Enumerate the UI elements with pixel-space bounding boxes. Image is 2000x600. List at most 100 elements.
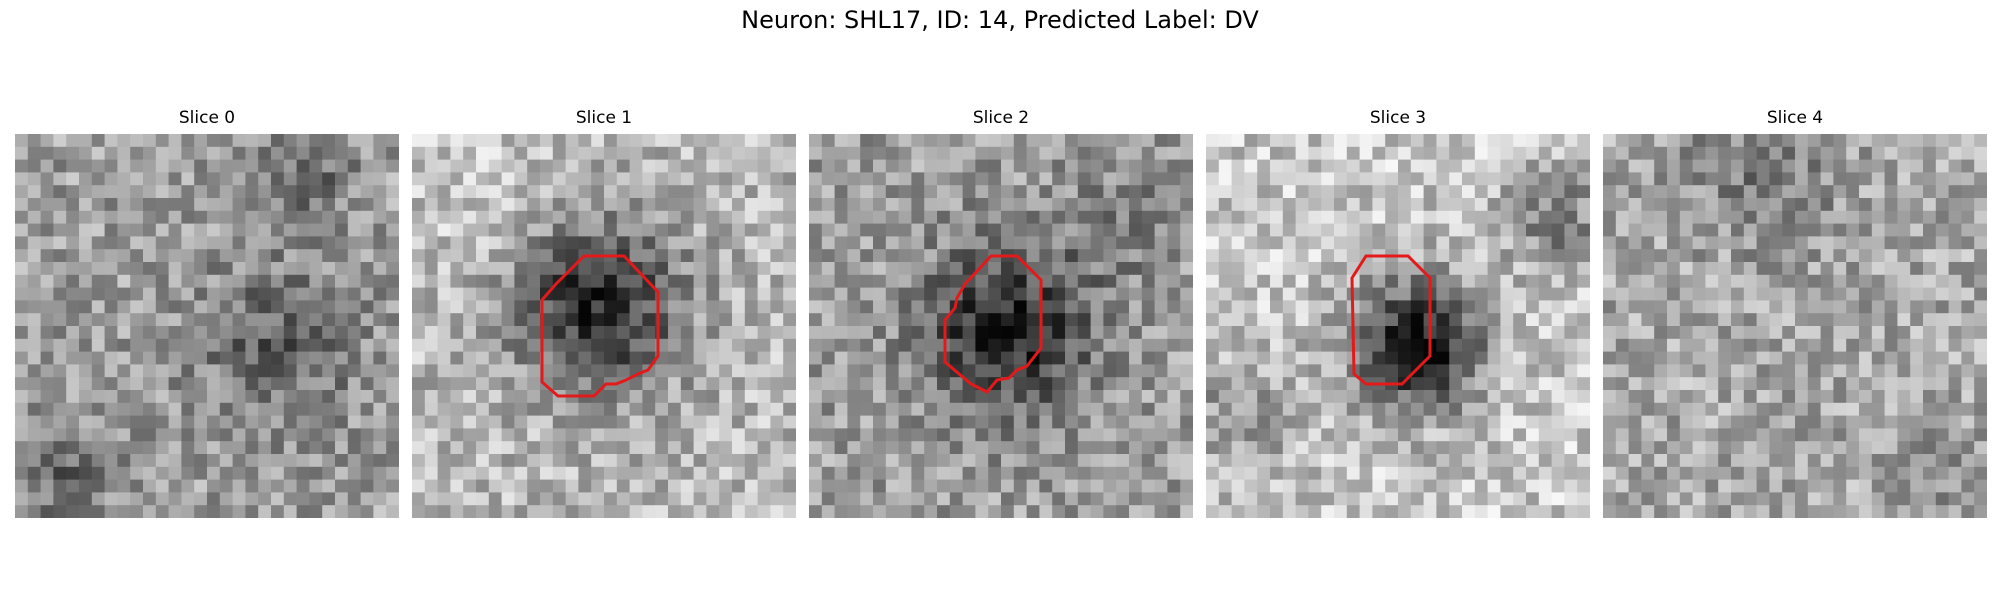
pixel [488, 274, 502, 288]
pixel [770, 454, 784, 468]
pixel [104, 287, 118, 301]
pixel [616, 287, 630, 301]
pixel [1039, 236, 1053, 250]
pixel [1692, 428, 1706, 442]
pixel [1577, 223, 1590, 237]
pixel [1308, 454, 1322, 468]
pixel [258, 198, 272, 212]
pixel [1180, 287, 1193, 301]
pixel [1935, 454, 1949, 468]
pixel [757, 287, 771, 301]
pixel [1026, 466, 1040, 480]
pixel [898, 415, 912, 429]
pixel [104, 428, 118, 442]
pixel [1436, 479, 1450, 493]
pixel [757, 428, 771, 442]
pixel [783, 479, 796, 493]
pixel [283, 466, 297, 480]
pixel [834, 198, 848, 212]
pixel [757, 492, 771, 506]
pixel [309, 262, 323, 276]
pixel [1167, 249, 1181, 263]
pixel [1270, 454, 1284, 468]
pixel [1129, 236, 1143, 250]
pixel [1628, 364, 1642, 378]
pixel [1641, 402, 1655, 416]
pixel [885, 390, 899, 404]
pixel [219, 210, 233, 224]
pixel [1308, 223, 1322, 237]
pixel [1948, 364, 1962, 378]
pixel [1013, 492, 1027, 506]
pixel [1244, 236, 1258, 250]
pixel [898, 313, 912, 327]
pixel [219, 338, 233, 352]
pixel [207, 351, 221, 365]
pixel [1090, 454, 1104, 468]
pixel [1692, 185, 1706, 199]
pixel [1769, 377, 1783, 391]
pixel [885, 198, 899, 212]
pixel [91, 390, 105, 404]
pixel [1129, 326, 1143, 340]
pixel [924, 415, 938, 429]
pixel [834, 492, 848, 506]
pixel [1359, 210, 1373, 224]
pixel [540, 146, 554, 160]
pixel [680, 428, 694, 442]
pixel [860, 134, 874, 148]
pixel [53, 364, 67, 378]
pixel [1846, 210, 1860, 224]
pixel [1026, 249, 1040, 263]
pixel [1654, 377, 1668, 391]
pixel [514, 300, 528, 314]
pixel [949, 236, 963, 250]
pixel [412, 313, 426, 327]
pixel [91, 198, 105, 212]
pixel [463, 249, 477, 263]
pixel [1244, 300, 1258, 314]
pixel [207, 479, 221, 493]
pixel [1833, 198, 1847, 212]
pixel [1039, 479, 1053, 493]
pixel [732, 249, 746, 263]
pixel [207, 390, 221, 404]
pixel [873, 364, 887, 378]
pixel [552, 466, 566, 480]
pixel [1065, 236, 1079, 250]
pixel [1743, 415, 1757, 429]
slice-title: Slice 3 [1369, 108, 1427, 128]
pixel [1090, 402, 1104, 416]
pixel [386, 300, 399, 314]
pixel [975, 466, 989, 480]
pixel [476, 338, 490, 352]
pixel [53, 326, 67, 340]
pixel [194, 466, 208, 480]
pixel [1654, 300, 1668, 314]
pixel [1026, 313, 1040, 327]
pixel [1500, 185, 1514, 199]
pixel [1449, 159, 1463, 173]
pixel [117, 415, 131, 429]
pixel [719, 479, 733, 493]
pixel [1564, 402, 1578, 416]
pixel [1141, 223, 1155, 237]
pixel [1334, 313, 1348, 327]
pixel [1705, 262, 1719, 276]
pixel [1398, 326, 1412, 340]
pixel [1667, 492, 1681, 506]
pixel [1346, 210, 1360, 224]
pixel [1513, 134, 1527, 148]
pixel [1756, 210, 1770, 224]
pixel [1513, 198, 1527, 212]
pixel [1372, 223, 1386, 237]
pixel [386, 159, 399, 173]
pixel [79, 146, 93, 160]
pixel [1487, 505, 1501, 518]
pixel [629, 377, 643, 391]
pixel [1743, 146, 1757, 160]
pixel [1641, 198, 1655, 212]
pixel [1820, 454, 1834, 468]
pixel [1449, 172, 1463, 186]
pixel [296, 351, 310, 365]
